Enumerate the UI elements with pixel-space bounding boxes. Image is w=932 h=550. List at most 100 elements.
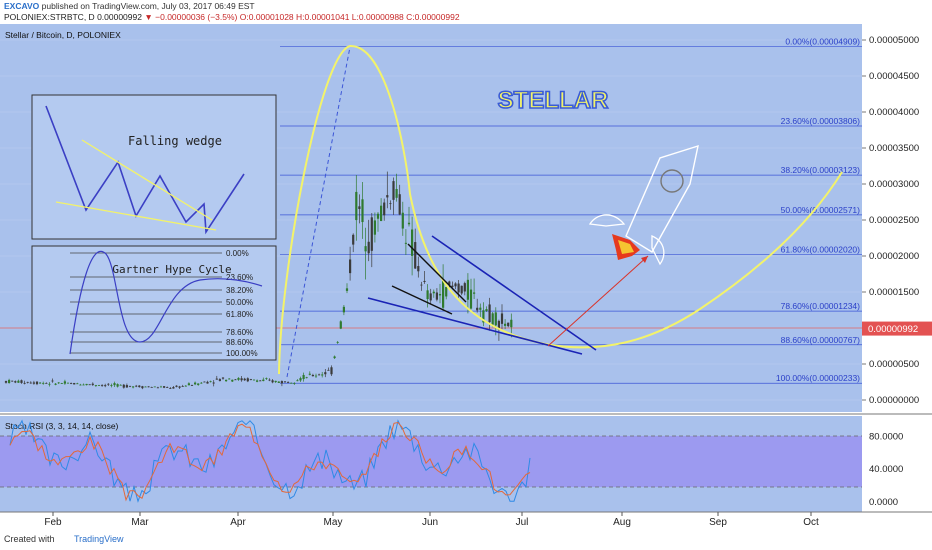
candle-body [66,382,70,384]
candle-body [128,385,132,387]
candle-body [469,289,473,309]
candle-body [479,307,482,310]
candle-body [321,374,324,376]
time-tick-label: May [324,517,343,528]
candle-body [23,382,26,384]
candle-body [485,309,488,311]
candle-body [82,384,85,386]
candle-body [361,199,364,223]
candle-body [76,383,79,385]
author-link[interactable]: EXCAVO [4,1,40,11]
candle-body [11,380,14,382]
candle-body [445,287,448,297]
rsi-tick-label: 80.0000 [869,431,903,442]
candlestick-series [4,171,513,390]
candle-body [163,386,166,388]
candle-body [466,279,469,300]
candle-body [451,285,454,287]
hype-cycle-inset: 0.00% 23.60% 38.20% 50.00% 61.80% 78.60%88.60… [31,245,277,361]
candle-body [373,220,376,235]
candle-body [376,213,380,219]
candle-body [218,379,221,381]
candle-body [311,374,314,377]
candle-body [110,385,113,386]
price-tick-label: 0.00003000 [869,179,919,190]
time-tick-label: Jul [516,517,529,528]
candle-body [20,380,23,383]
candle-body [510,319,513,328]
fib-label: 100.00%(0.00000233) [776,373,860,383]
price-tick-label: 0.00004000 [869,107,919,118]
candle-body [144,386,147,388]
candle-body [240,378,243,381]
candle-body [138,385,141,388]
candle-body [302,374,305,380]
hype-level-label: 61.80% [226,310,253,319]
candle-body [299,378,302,381]
candle-body [39,382,42,384]
candle-body [398,194,401,215]
candle-body [497,320,500,330]
candle-body [426,290,429,300]
candle-body [26,381,29,383]
candle-body [305,377,308,379]
candle-body [280,381,283,384]
candle-body [150,386,153,388]
candle-body [358,206,361,209]
price-tick-label: 0.00005000 [869,35,919,46]
candle-body [85,383,88,386]
candle-body [187,383,190,386]
candle-body [45,382,48,384]
candle-body [290,382,293,384]
candle-body [14,381,17,383]
candle-body [367,241,370,254]
hype-level-label: 23.60% [226,273,253,282]
tradingview-logo-link[interactable]: TradingView [74,534,124,544]
candle-body [345,288,349,291]
candle-body [73,382,76,385]
time-tick-label: Sep [709,517,727,528]
candle-body [206,381,209,384]
candle-body [364,246,367,252]
publish-line: EXCAVO published on TradingView.com, Jul… [4,1,255,11]
candle-body [119,384,122,386]
candle-body [88,384,91,386]
fib-label: 88.60%(0.00000767) [781,335,861,345]
candle-body [60,383,63,384]
candle-body [293,383,296,384]
candle-body [395,188,398,198]
stoch-d-line [9,421,531,502]
candle-body [283,381,287,383]
chart-canvas[interactable]: 0.000000000.000005000.000010000.00001500… [0,24,932,530]
candle-body [200,382,203,384]
last-price: 0.00000992 [97,12,142,22]
candle-body [212,382,215,384]
candle-body [407,222,411,225]
candle-body [141,386,144,389]
candle-body [194,382,197,385]
hype-level-label: 100.00% [226,349,258,358]
last-price-tag [862,321,932,336]
price-tick-label: 0.00001500 [869,287,919,298]
candle-body [491,313,494,325]
wedge-inset-title: Falling wedge [128,134,222,148]
candle-body [203,381,206,383]
price-axis [862,24,932,530]
stellar-annotation: STELLAR [498,87,609,114]
rsi-tick-label: 40.0000 [869,464,903,475]
flag-upper-line [407,243,467,303]
candle-body [339,321,342,329]
candle-body [355,191,358,221]
candle-body [414,242,417,269]
candle-body [91,383,94,385]
candle-body [51,380,54,382]
price-tick-label: 0.00002500 [869,215,919,226]
candle-body [386,195,389,198]
candle-body [500,313,504,324]
candle-body [17,380,20,383]
hype-level-label: 78.60% [226,328,253,337]
candle-body [4,381,8,383]
ohlc-values: O:0.00001028 H:0.00001041 L:0.00000988 C… [239,12,460,22]
candle-body [97,385,101,386]
hype-level-label: 50.00% [226,298,253,307]
